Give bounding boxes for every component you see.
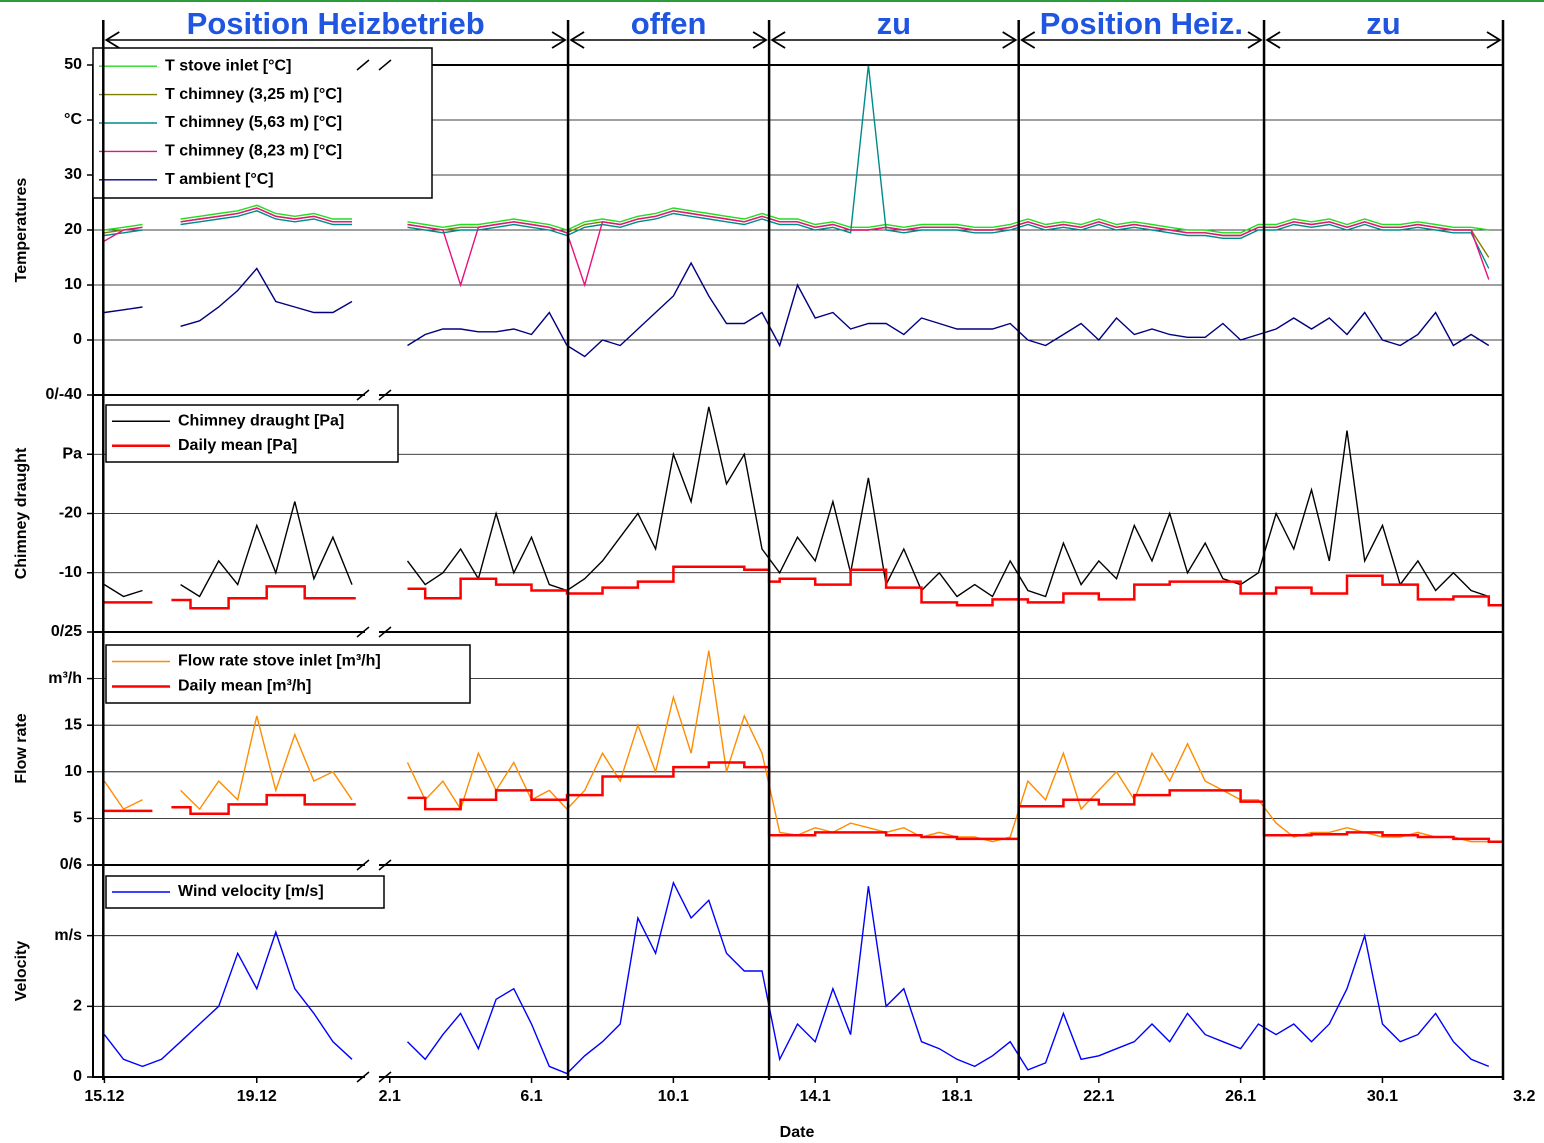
y-axis-title: Temperatures <box>13 178 30 283</box>
axis-break-gap <box>365 62 379 68</box>
legend-label: Flow rate stove inlet [m³/h] <box>178 653 381 670</box>
legend-label: T chimney (5,63 m) [°C] <box>165 114 342 131</box>
legend-label: T chimney (3,25 m) [°C] <box>165 86 342 103</box>
series-line <box>104 207 1490 258</box>
arrow-head <box>1247 31 1263 49</box>
y-tick-label: m³/h <box>48 670 82 687</box>
x-tick-label: 19.12 <box>237 1088 277 1105</box>
y-tick-label: 0/25 <box>51 623 82 640</box>
y-tick-label: 10 <box>64 763 82 780</box>
axis-break <box>378 59 392 71</box>
series-line <box>104 406 1490 598</box>
series-line <box>104 65 1490 269</box>
arrow-head <box>1019 31 1036 49</box>
daily-mean-line <box>104 565 1503 610</box>
axis-break-gap <box>365 862 379 868</box>
y-axis-title: Chimney draught <box>13 447 30 579</box>
series-line <box>103 650 1489 843</box>
y-axis-title: Velocity <box>13 941 30 1002</box>
y-tick-label: 5 <box>73 810 82 827</box>
x-tick-label: 15.12 <box>84 1088 124 1105</box>
y-tick-label: 10 <box>64 276 82 293</box>
y-tick-label: 0/6 <box>60 856 82 873</box>
section-label: Position Heizbetrieb <box>187 6 485 41</box>
axis-break <box>356 626 370 638</box>
series-line <box>104 261 1490 358</box>
section-label: offen <box>631 6 707 41</box>
plot-area <box>104 406 1503 610</box>
legend-box <box>105 404 399 463</box>
x-tick-label: 3.2 <box>1513 1088 1535 1105</box>
x-tick-label: 22.1 <box>1083 1088 1114 1105</box>
arrow-head <box>1265 31 1281 49</box>
axis-break <box>378 859 392 871</box>
legend-label: Chimney draught [Pa] <box>178 412 344 429</box>
y-tick-label: °C <box>64 111 82 128</box>
x-tick-label: 26.1 <box>1225 1088 1256 1105</box>
plot-area <box>103 880 1490 1075</box>
arrow-head <box>1486 31 1502 49</box>
axis-break-gap <box>365 629 379 635</box>
y-tick-label: Pa <box>62 445 82 462</box>
axis-break <box>356 859 370 871</box>
axis-break-gap <box>365 392 379 398</box>
daily-mean-line <box>104 761 1503 843</box>
axis-break-gap <box>365 1074 379 1080</box>
arrow-head <box>569 31 585 49</box>
arrow-head <box>752 31 768 49</box>
y-tick-label: m/s <box>54 927 82 944</box>
y-tick-label: 15 <box>64 716 82 733</box>
x-tick-label: 18.1 <box>941 1088 972 1105</box>
arrow-head <box>551 31 567 49</box>
axis-break <box>378 1071 392 1083</box>
y-tick-label: 0/-40 <box>46 386 83 403</box>
y-tick-label: -10 <box>59 564 82 581</box>
series-line <box>104 204 1489 234</box>
y-tick-label: 30 <box>64 166 82 183</box>
legend-box <box>105 644 471 704</box>
y-axis-title: Flow rate <box>13 713 30 783</box>
legend-label: Wind velocity [m/s] <box>178 883 324 900</box>
legend-label: Daily mean [Pa] <box>178 437 297 454</box>
section-label: Position Heiz. <box>1040 6 1243 41</box>
axis-break <box>378 389 392 401</box>
x-tick-label: 14.1 <box>800 1088 831 1105</box>
y-tick-label: -20 <box>59 505 82 522</box>
x-tick-label: 10.1 <box>658 1088 689 1105</box>
arrow-head <box>770 31 786 49</box>
x-tick-label: 6.1 <box>520 1088 542 1105</box>
axis-break <box>356 1071 370 1083</box>
y-tick-label: 0 <box>73 1068 82 1085</box>
x-axis-title: Date <box>780 1124 815 1141</box>
legend-label: Daily mean [m³/h] <box>178 678 311 695</box>
x-tick-label: 2.1 <box>379 1088 401 1105</box>
y-tick-label: 50 <box>64 56 82 73</box>
arrow-head <box>1002 31 1018 49</box>
plot-area <box>103 650 1503 843</box>
legend-label: T chimney (8,23 m) [°C] <box>165 143 342 160</box>
section-label: zu <box>877 6 911 41</box>
legend-label: T stove inlet [°C] <box>165 57 291 74</box>
axis-break <box>356 59 370 71</box>
axis-break <box>378 626 392 638</box>
x-tick-label: 30.1 <box>1367 1088 1398 1105</box>
y-tick-label: 2 <box>73 998 82 1015</box>
arrow-head <box>104 31 120 49</box>
axis-break <box>356 389 370 401</box>
legend-label: T ambient [°C] <box>165 171 274 188</box>
y-tick-label: 20 <box>64 221 82 238</box>
y-tick-label: 0 <box>73 331 82 348</box>
series-line <box>103 880 1490 1075</box>
section-label: zu <box>1366 6 1400 41</box>
plot-area <box>104 65 1490 358</box>
series-line <box>104 207 1490 288</box>
